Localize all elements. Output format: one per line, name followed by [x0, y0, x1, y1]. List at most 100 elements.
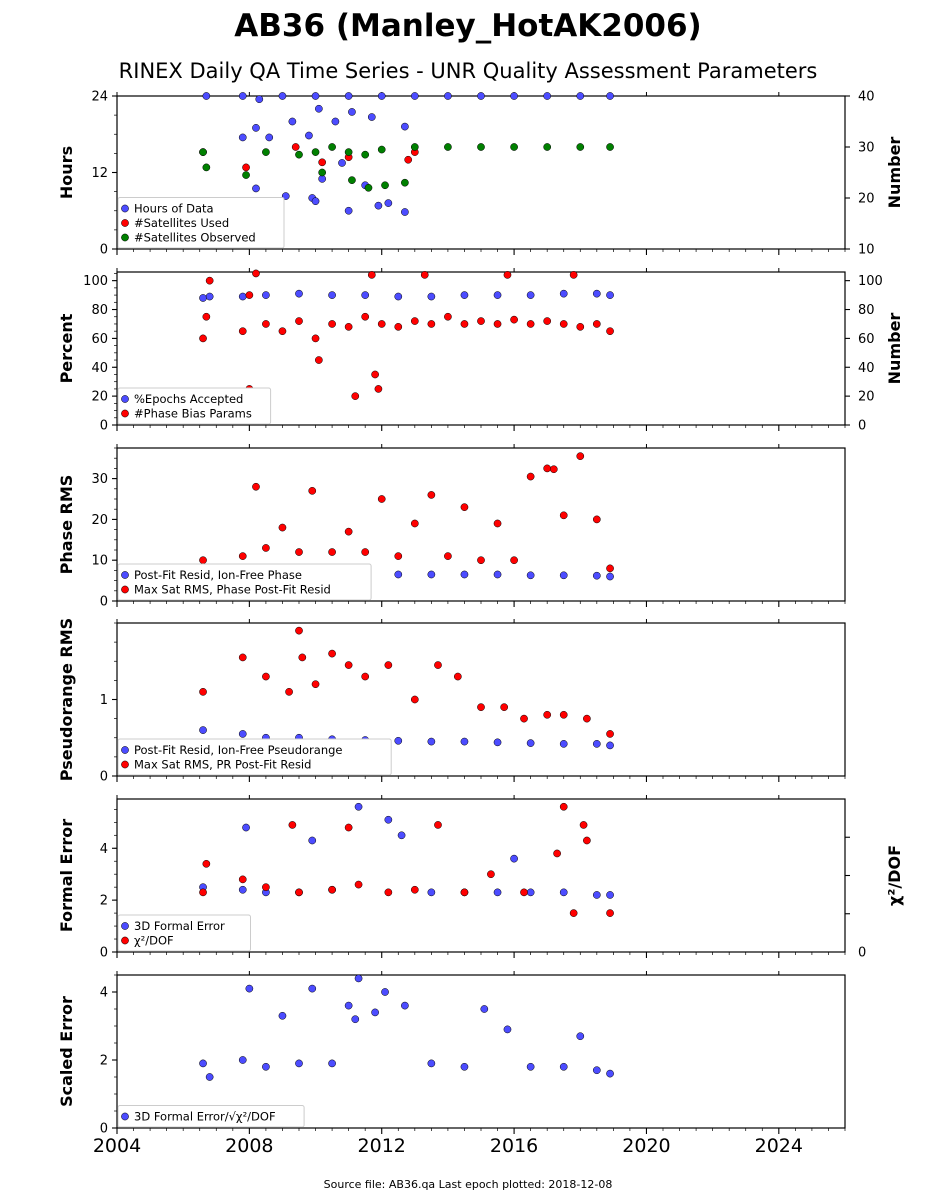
data-point — [592, 289, 601, 298]
data-point — [477, 703, 485, 712]
legend-marker — [121, 395, 129, 403]
y-tick-label: 0 — [100, 419, 108, 434]
data-point — [245, 984, 254, 993]
data-point — [262, 883, 270, 892]
data-point — [460, 1062, 469, 1071]
y-axis-label: Percent — [57, 313, 76, 383]
data-point — [401, 122, 409, 131]
legend-label: 3D Formal Error/√χ²/DOF — [134, 1110, 276, 1124]
y-axis-label: Scaled Error — [57, 996, 76, 1107]
data-point — [374, 385, 383, 393]
data-point — [351, 392, 360, 400]
legend-label: Max Sat RMS, PR Post-Fit Resid — [134, 758, 311, 772]
data-point — [394, 736, 403, 745]
data-point — [576, 452, 585, 461]
data-point — [318, 168, 327, 177]
data-point — [559, 1062, 568, 1071]
data-point — [569, 909, 578, 917]
data-point — [338, 159, 346, 167]
data-point — [543, 710, 552, 719]
legend-label: %Epochs Accepted — [134, 392, 243, 406]
data-point — [559, 320, 568, 328]
data-point — [487, 870, 495, 879]
data-point — [288, 821, 297, 829]
data-point — [331, 117, 340, 126]
data-point — [460, 320, 469, 328]
y-axis-label: Pseudorange RMS — [57, 618, 76, 781]
data-point — [401, 178, 409, 187]
data-point — [328, 885, 336, 894]
data-point — [199, 888, 207, 897]
data-point — [202, 92, 211, 100]
data-point — [606, 92, 614, 100]
data-point — [242, 163, 250, 172]
series-dof — [199, 802, 614, 917]
legend-marker — [121, 585, 129, 594]
y-tick-label: 80 — [91, 303, 108, 318]
data-point — [526, 291, 535, 299]
data-point — [328, 1059, 336, 1068]
data-point — [510, 556, 518, 565]
data-point — [579, 821, 588, 829]
data-point — [576, 92, 585, 100]
data-point — [543, 464, 552, 473]
data-point — [238, 92, 247, 100]
data-point — [401, 1001, 409, 1010]
x-tick-label: 2004 — [93, 1135, 141, 1157]
legend-marker — [121, 219, 129, 227]
data-point — [311, 92, 320, 100]
data-point — [500, 703, 509, 712]
data-point — [265, 133, 274, 142]
y-tick-label: 2 — [100, 894, 108, 909]
legend-label: Max Sat RMS, Phase Post-Fit Resid — [134, 583, 331, 597]
data-point — [460, 888, 469, 897]
data-point — [377, 320, 386, 328]
legend-label: #Satellites Used — [134, 216, 229, 230]
data-point — [543, 317, 552, 325]
y-right-tick-label: 80 — [858, 303, 875, 318]
data-point — [606, 564, 614, 573]
data-point — [503, 271, 512, 279]
data-point — [328, 548, 336, 556]
data-point — [480, 1005, 489, 1013]
panel-percent: 0 20 40 60 80 100 0 20 40 60 80 100 Percent Number %Ep… — [57, 268, 904, 434]
data-point — [404, 155, 413, 164]
data-point — [262, 320, 270, 328]
data-point — [444, 143, 452, 151]
data-point — [354, 880, 363, 889]
legend: Hours of Data#Satellites Used#Satellites… — [117, 197, 285, 249]
data-point — [520, 888, 528, 897]
data-point — [493, 519, 502, 528]
data-point — [559, 740, 568, 748]
data-point — [427, 570, 436, 579]
data-point — [252, 184, 260, 193]
data-point — [295, 1059, 303, 1068]
data-point — [315, 356, 323, 364]
data-point — [199, 688, 207, 696]
data-point — [606, 143, 614, 151]
data-point — [361, 312, 370, 321]
data-point — [245, 291, 254, 299]
data-point — [434, 661, 442, 669]
y-tick-label: 4 — [100, 986, 108, 1001]
y-tick-label: 20 — [91, 513, 108, 528]
data-point — [262, 148, 270, 156]
data-point — [592, 515, 601, 524]
data-point — [361, 150, 370, 159]
data-point — [526, 1062, 535, 1071]
data-point — [199, 1059, 207, 1068]
legend-box — [117, 914, 251, 952]
data-point — [493, 738, 502, 747]
data-point — [526, 571, 535, 580]
data-point — [384, 888, 393, 897]
data-point — [238, 292, 247, 301]
series-epochs-accepted — [199, 289, 614, 302]
data-point — [364, 183, 373, 192]
data-point — [410, 695, 419, 704]
data-point — [262, 544, 270, 552]
data-point — [549, 465, 558, 474]
